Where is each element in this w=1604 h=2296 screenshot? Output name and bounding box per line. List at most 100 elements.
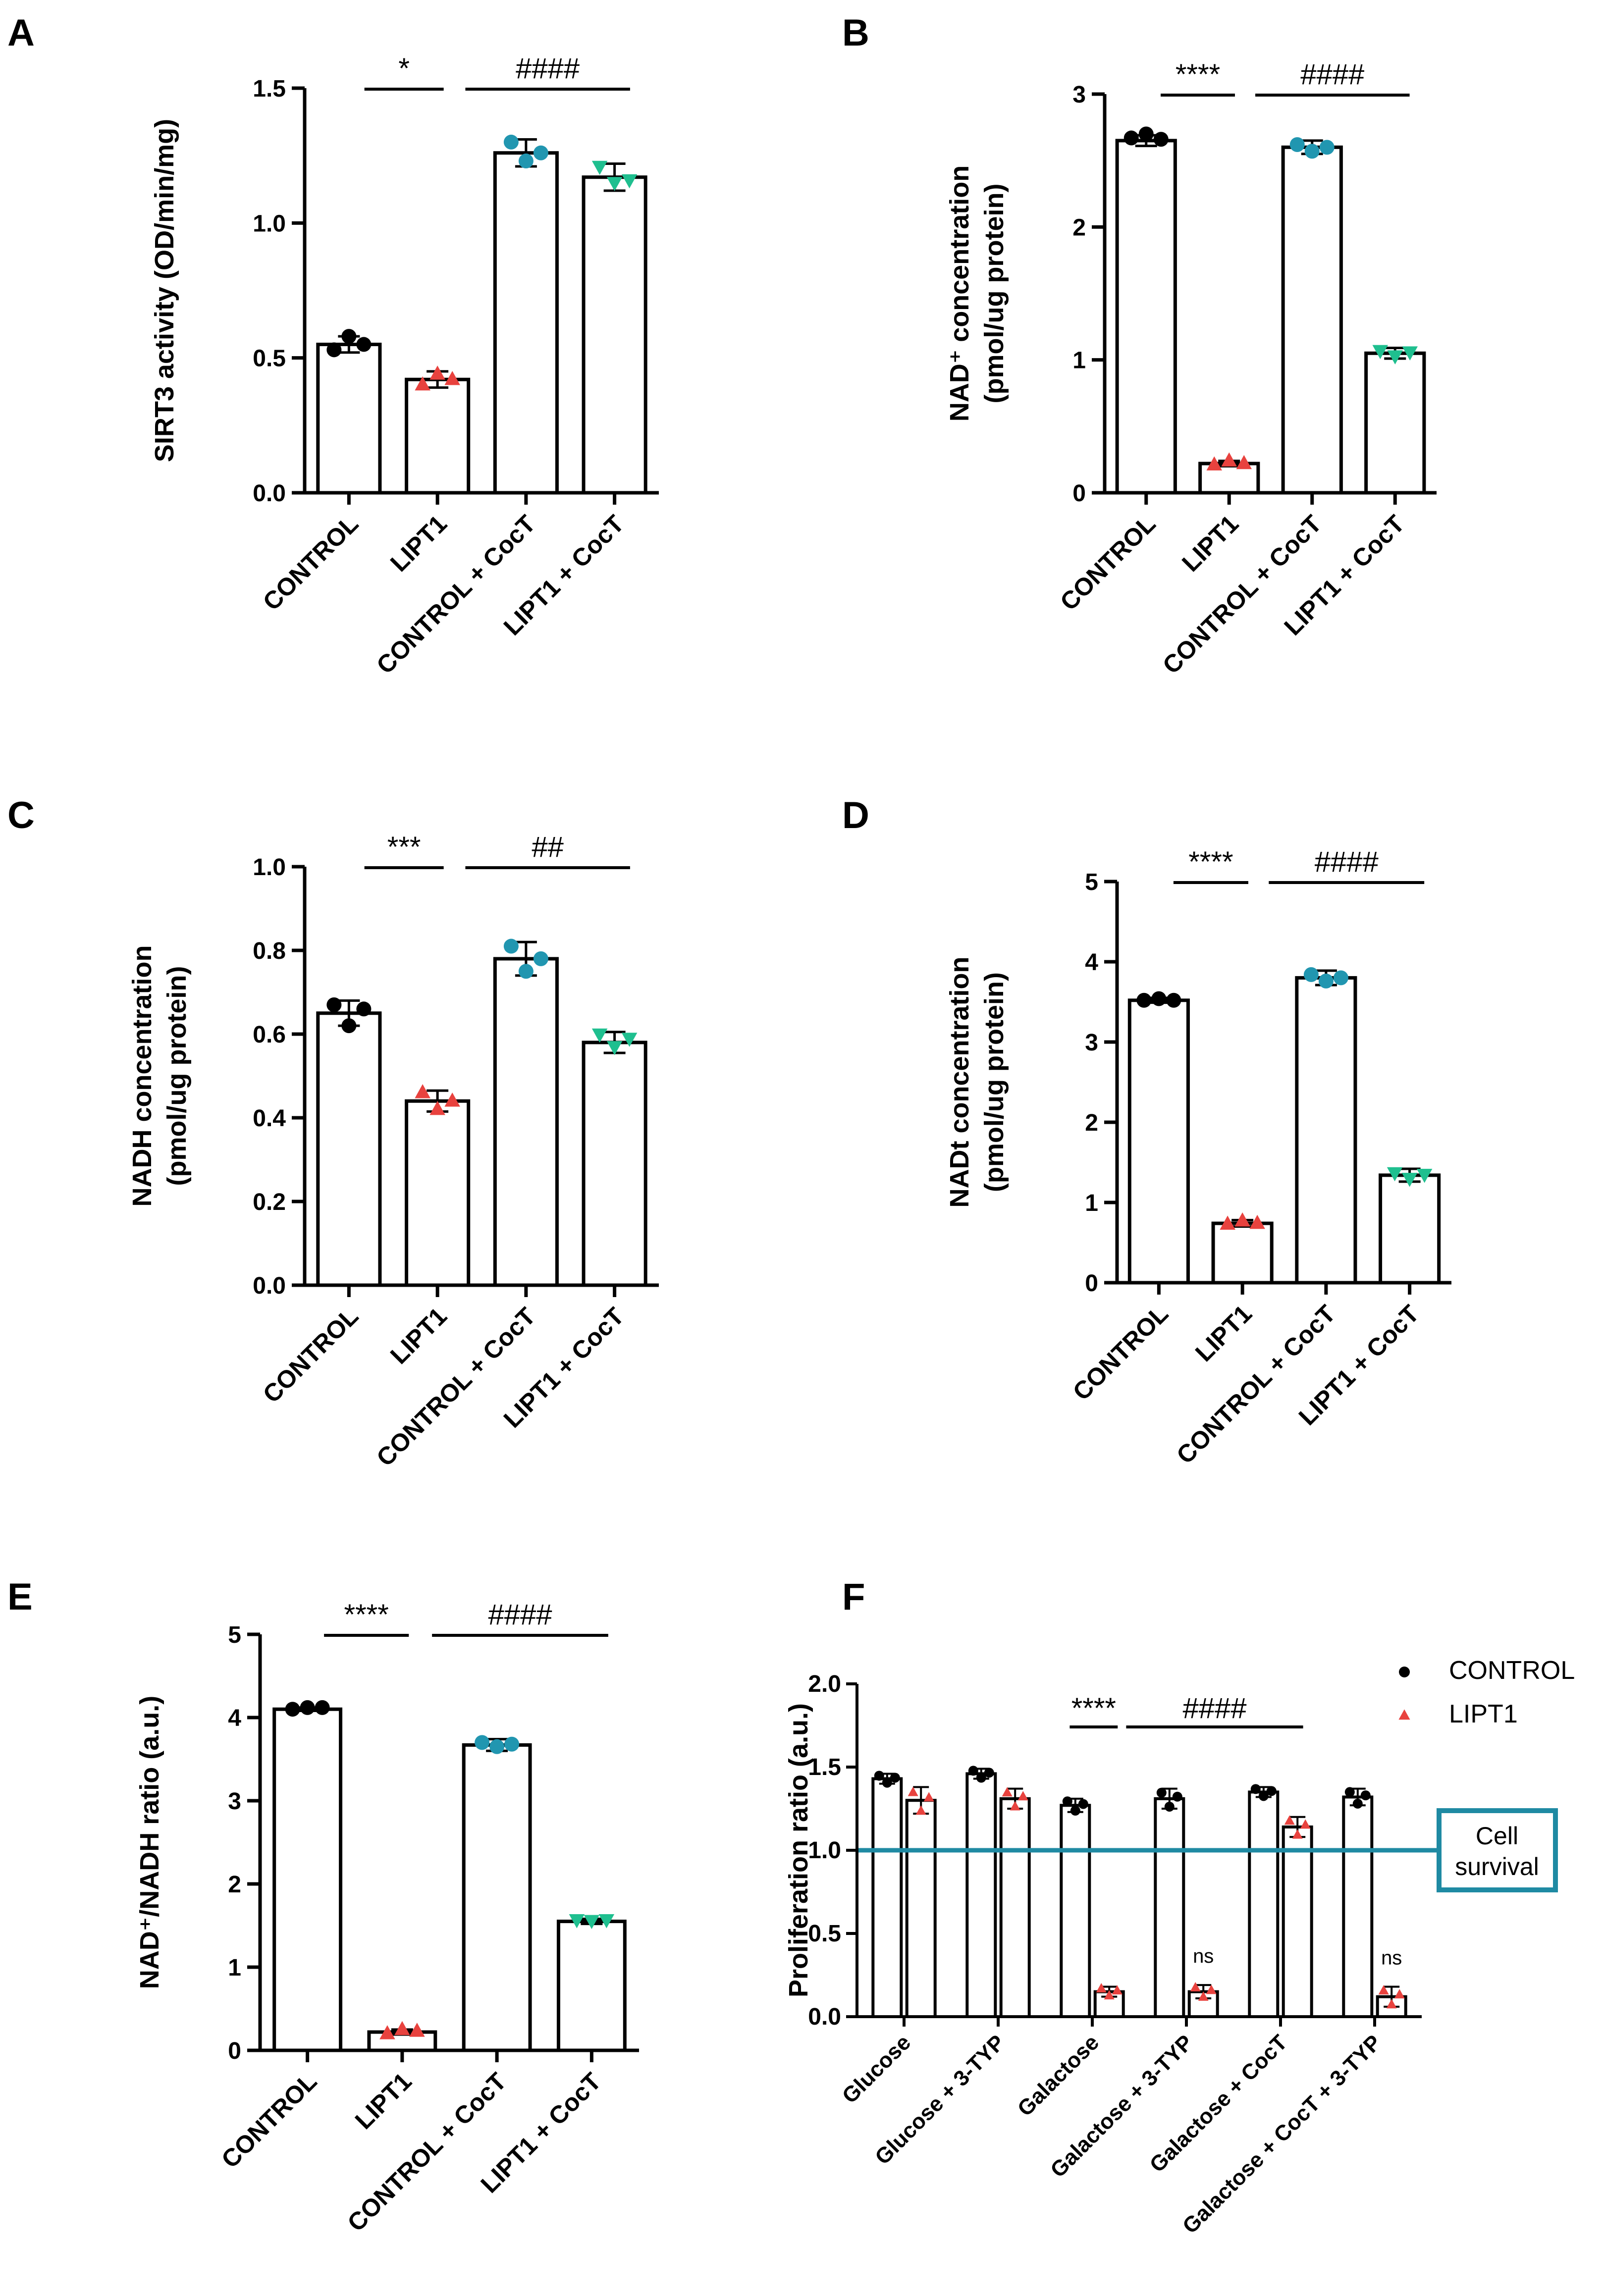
data-point: [1156, 1787, 1167, 1798]
legend-marker-lipt1: [1398, 1709, 1410, 1720]
y-axis-label-line1: NADt concentration: [945, 956, 974, 1207]
data-point: [1104, 1990, 1115, 2000]
data-point: [1010, 1801, 1020, 1811]
data-point: [1394, 1989, 1405, 1999]
data-point: [1206, 1984, 1217, 1994]
data-point: [1258, 1791, 1269, 1801]
y-tick-label: 0: [1085, 1270, 1098, 1297]
data-point: [1360, 1790, 1371, 1801]
y-axis-label-line1: NADH concentration: [127, 945, 157, 1206]
panel-letter-a: A: [7, 12, 35, 54]
data-point: [1372, 345, 1388, 360]
data-point: [1172, 1791, 1182, 1802]
significance-label: ****: [1176, 58, 1220, 91]
cell-survival-label-line1: Cell: [1476, 1822, 1518, 1850]
y-tick-label: 0.0: [253, 480, 286, 507]
data-point: [489, 1739, 505, 1754]
data-point: [1153, 132, 1169, 147]
data-point: [341, 329, 357, 344]
y-tick-label: 2.0: [808, 1671, 841, 1697]
bar-1: [272, 1707, 343, 2052]
data-point: [1378, 1985, 1389, 1995]
data-point: [1303, 967, 1319, 982]
data-point: [504, 1736, 520, 1752]
data-point: [1318, 973, 1334, 989]
y-tick-label: 0: [228, 2038, 241, 2064]
data-point: [1300, 1819, 1311, 1829]
data-point: [1002, 1787, 1013, 1797]
data-point: [429, 365, 445, 380]
data-point: [518, 964, 534, 979]
data-point: [1112, 1985, 1123, 1995]
significance-label: ***: [387, 831, 421, 863]
panel-c: C: [7, 794, 35, 836]
x-tick-label: CONTROL + CocT: [342, 2067, 511, 2237]
data-point: [1416, 1169, 1433, 1183]
data-point: [1292, 1829, 1303, 1839]
data-point: [315, 1700, 330, 1715]
y-tick-label: 2: [1072, 214, 1086, 241]
data-point: [285, 1702, 300, 1717]
cell-survival-label-line2: survival: [1455, 1853, 1539, 1880]
bar-1: [1115, 139, 1177, 495]
bar-1: [1127, 998, 1190, 1285]
data-point: [444, 370, 460, 385]
data-point: [379, 2025, 395, 2039]
data-point: [968, 1766, 978, 1776]
x-tick-label: CONTROL: [1055, 510, 1161, 616]
data-point: [1164, 1801, 1175, 1812]
data-point: [1284, 1815, 1295, 1825]
y-tick-label: 0.4: [253, 1105, 286, 1132]
data-point: [1387, 350, 1403, 365]
data-point: [1250, 1784, 1261, 1794]
data-point: [1319, 140, 1335, 155]
y-tick-label: 0.2: [253, 1189, 286, 1215]
data-point: [415, 376, 430, 391]
data-point: [533, 145, 548, 160]
data-point: [591, 160, 608, 175]
x-tick-label: LIPT1: [1176, 510, 1244, 577]
bar-control-3: [1060, 1804, 1091, 2019]
data-point: [1266, 1786, 1277, 1796]
y-tick-label: 4: [1085, 949, 1098, 976]
y-tick-label: 1.0: [253, 854, 286, 881]
data-point: [1333, 970, 1348, 986]
data-point: [429, 1100, 445, 1115]
x-tick-label: CONTROL + CocT: [1157, 510, 1327, 679]
x-tick-label: CONTROL: [258, 510, 364, 616]
y-axis-label-line1: NAD⁺ concentration: [945, 165, 974, 422]
data-point: [1236, 455, 1252, 470]
legend-marker-control: [1399, 1667, 1410, 1677]
bar-lipt1-2: [999, 1797, 1031, 2019]
significance-label: ####: [1300, 58, 1364, 91]
panel-letter-d: D: [842, 794, 869, 836]
panel-e: E: [7, 1576, 33, 1618]
data-point: [1062, 1796, 1072, 1807]
data-point: [984, 1768, 994, 1778]
data-point: [1136, 992, 1152, 1008]
ns-label: ns: [1193, 1945, 1214, 1967]
data-point: [1221, 452, 1237, 467]
y-tick-label: 2: [1085, 1110, 1098, 1136]
data-point: [1151, 991, 1167, 1006]
data-point: [606, 177, 623, 191]
data-point: [1402, 346, 1418, 361]
data-point: [1123, 130, 1139, 146]
data-point: [356, 1001, 372, 1017]
bar-3: [462, 1743, 532, 2052]
bar-2: [405, 1099, 471, 1287]
y-tick-label: 1.0: [808, 1837, 841, 1864]
data-point: [326, 342, 342, 358]
significance-label: ####: [1182, 1692, 1246, 1724]
y-tick-label: 0.6: [253, 1022, 286, 1048]
y-tick-label: 3: [228, 1788, 241, 1815]
bar-4: [582, 175, 647, 495]
data-point: [1304, 144, 1320, 159]
data-point: [1096, 1983, 1107, 1993]
data-point: [518, 154, 534, 169]
ns-label: ns: [1381, 1947, 1402, 1969]
